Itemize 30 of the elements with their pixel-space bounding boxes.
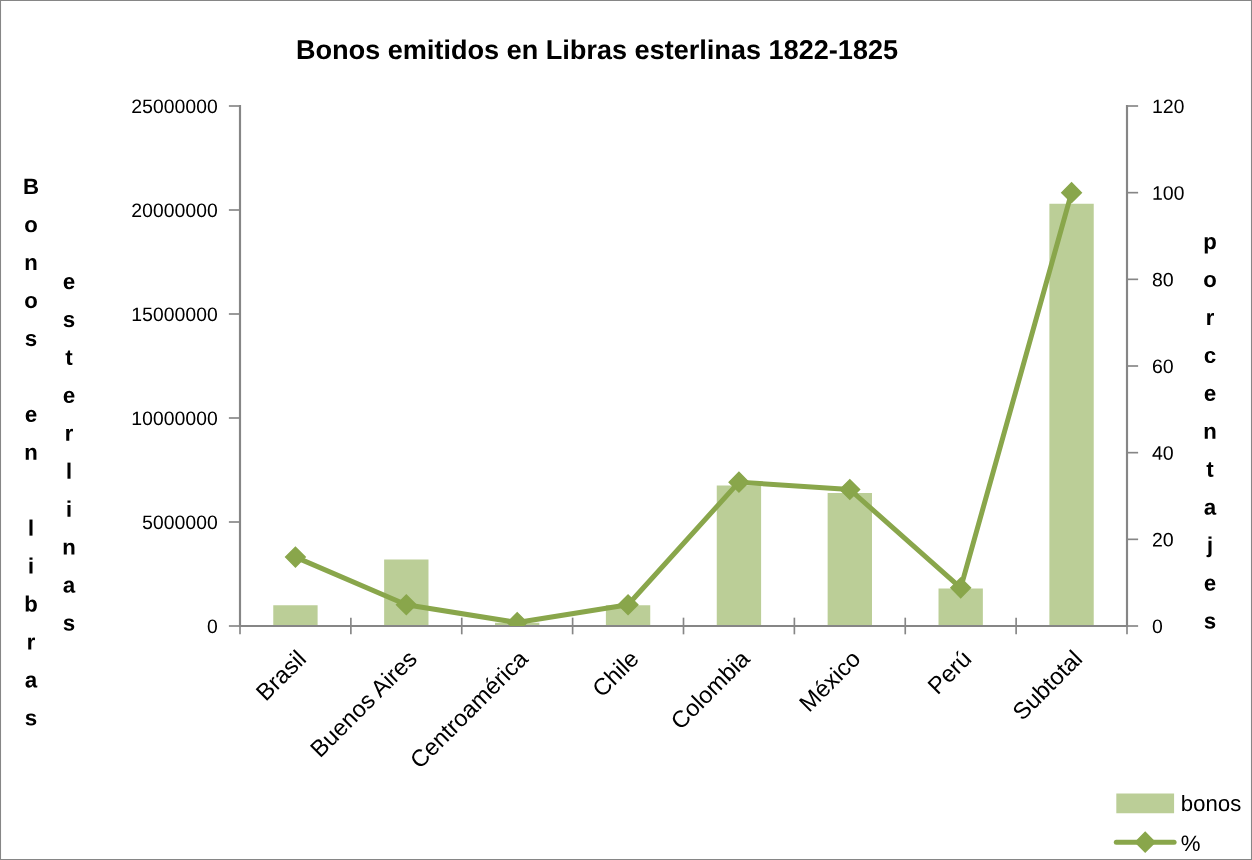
bar: [1049, 203, 1094, 626]
point: [284, 546, 306, 568]
point: [839, 478, 861, 501]
y2-tick-label: 20: [1152, 532, 1173, 547]
bar: [273, 605, 318, 626]
y-tick-label: 25000000: [132, 99, 218, 114]
text: Bonos en libras esterlinas: [24, 178, 76, 726]
bar: [827, 492, 872, 626]
point: [728, 471, 750, 493]
bar: [938, 588, 983, 626]
point: [950, 577, 972, 599]
y-tick-label: 0: [207, 619, 218, 634]
point: [1061, 182, 1083, 204]
y2-tick-label: 100: [1153, 186, 1184, 200]
chart-title: Bonos emitidos en Libras esterlinas 1822-1825: [297, 39, 898, 60]
y-tick-label: 10000000: [132, 411, 218, 426]
y2-tick-label: 80: [1152, 272, 1173, 287]
text: porcentajes: [1204, 237, 1217, 629]
bar: [716, 485, 762, 626]
y2-tick-label: 60: [1152, 359, 1173, 374]
y-tick-label: 5000000: [142, 515, 218, 530]
point: [617, 594, 639, 616]
y-tick-label: 20000000: [132, 203, 218, 218]
y-tick-label: 15000000: [132, 307, 218, 322]
y2-tick-label: 0: [1152, 619, 1163, 634]
y2-tick-label: 40: [1152, 446, 1173, 460]
y2-tick-label: 120: [1153, 99, 1184, 114]
legend-label: bonos: [1182, 794, 1241, 812]
point: [395, 594, 417, 616]
legend-label: %: [1181, 835, 1200, 852]
